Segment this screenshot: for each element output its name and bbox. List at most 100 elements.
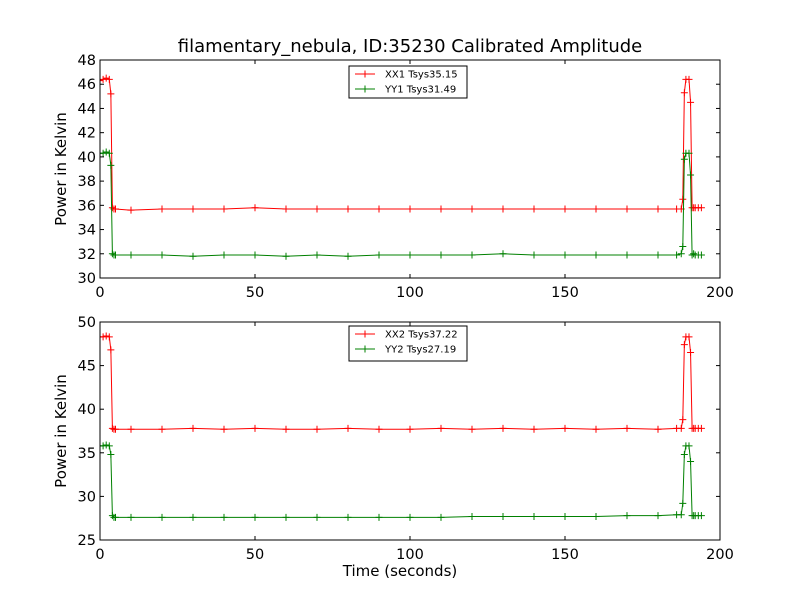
data-point [112,205,119,213]
y-tick-label: 40 [78,150,96,166]
data-point [499,250,507,258]
data-point [282,513,290,521]
data-point [220,425,228,433]
data-point [592,512,600,520]
x-tick-label: 200 [706,547,734,563]
data-point [220,205,228,213]
y-tick-label: 44 [78,101,96,117]
data-point [158,251,166,259]
data-point [530,512,538,520]
data-point [344,205,352,213]
y-tick-label: 32 [78,247,96,263]
data-point [690,250,698,258]
data-point [406,205,414,213]
data-point [592,251,600,259]
data-point [592,425,600,433]
data-point [108,512,116,520]
data-point [499,512,507,520]
data-point [375,513,383,521]
data-point [100,149,107,157]
data-point [375,205,383,213]
data-point [687,171,695,179]
legend-marker [361,330,369,338]
x-tick-label: 100 [396,547,424,563]
data-point [127,425,135,433]
data-point [102,148,110,156]
data-point [344,424,352,432]
legend-label: YY2 Tsys27.19 [384,345,456,356]
legend-item: YY2 Tsys27.19 [355,345,456,356]
legend: XX1 Tsys35.15 YY1 Tsys31.49 [348,65,468,99]
data-point [623,512,631,520]
data-point [499,424,507,432]
data-point [677,250,685,258]
data-point [680,89,688,97]
legend-label: XX1 Tsys35.15 [385,70,458,81]
data-point [102,74,110,82]
data-point [680,451,688,459]
data-point [685,442,693,450]
legend-label: YY1 Tsys31.49 [384,85,456,96]
data-point [344,513,352,521]
data-point [251,424,259,432]
data-point [406,513,414,521]
data-point [375,251,383,259]
x-axis-label: Time (seconds) [342,562,458,580]
data-point [375,425,383,433]
data-point [189,424,197,432]
y-tick-label: 50 [78,315,96,331]
y-axis-label: Power in Kelvin [52,112,70,226]
subplot-2: 0 50 100 150 200 25 30 35 40 45 50 Power in Kelvin T… [52,315,734,580]
data-point [112,251,119,259]
data-point [107,346,115,354]
data-point [313,513,321,521]
x-tick-label: 0 [95,285,104,301]
legend-marker [361,70,369,78]
data-point [685,75,693,83]
data-point [679,195,687,203]
data-point [105,442,113,450]
data-point [127,251,135,259]
legend-item: YY1 Tsys31.49 [355,85,456,96]
y-tick-label: 36 [78,198,96,214]
x-tick-label: 150 [551,547,579,563]
y-tick-label: 48 [78,53,96,69]
data-point [105,149,113,157]
data-point [468,425,476,433]
data-point [406,425,414,433]
data-point [112,425,119,433]
data-point [530,205,538,213]
data-point [654,251,662,259]
data-point [108,250,116,258]
data-point [105,333,113,341]
data-point [468,512,476,520]
data-point [127,513,135,521]
data-point [189,513,197,521]
data-point [220,251,228,259]
y-tick-label: 25 [78,533,96,549]
legend-item: XX2 Tsys37.22 [355,330,458,341]
legend-marker [361,345,369,353]
data-point [679,416,687,424]
data-point [437,205,445,213]
data-point [189,252,197,260]
data-point [654,512,662,520]
x-tick-label: 150 [551,285,579,301]
data-point [697,512,705,520]
data-point [687,98,695,106]
data-point [561,512,569,520]
data-point [468,251,476,259]
y-tick-label: 46 [78,77,96,93]
data-point [282,205,290,213]
data-point [437,251,445,259]
series-2 [100,441,705,521]
data-point [687,458,695,466]
data-point [561,251,569,259]
data-point [127,206,135,214]
data-point [680,155,688,163]
data-point [107,161,115,169]
data-point [677,511,685,519]
y-tick-label: 40 [78,402,96,418]
data-point [623,205,631,213]
